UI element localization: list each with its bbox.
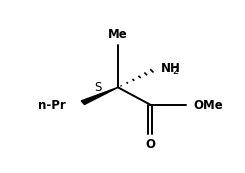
Polygon shape [81, 87, 118, 104]
Text: 2: 2 [172, 66, 178, 76]
Text: n-Pr: n-Pr [38, 99, 65, 112]
Text: Me: Me [108, 28, 128, 41]
Text: S: S [94, 81, 102, 94]
Text: OMe: OMe [193, 99, 223, 112]
Text: NH: NH [161, 62, 181, 75]
Text: O: O [145, 138, 155, 151]
